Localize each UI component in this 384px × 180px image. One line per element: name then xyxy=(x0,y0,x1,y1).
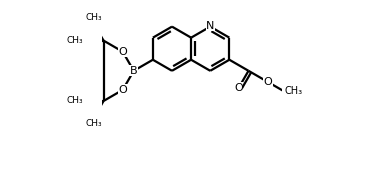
Text: O: O xyxy=(118,47,127,57)
Text: CH₃: CH₃ xyxy=(85,119,102,128)
Text: CH₃: CH₃ xyxy=(66,96,83,105)
Text: CH₃: CH₃ xyxy=(85,14,102,22)
Text: CH₃: CH₃ xyxy=(285,86,303,96)
Text: O: O xyxy=(234,83,243,93)
Text: N: N xyxy=(206,21,214,31)
Text: CH₃: CH₃ xyxy=(66,36,83,45)
Text: O: O xyxy=(118,85,127,95)
Text: B: B xyxy=(130,66,137,76)
Text: O: O xyxy=(263,77,272,87)
